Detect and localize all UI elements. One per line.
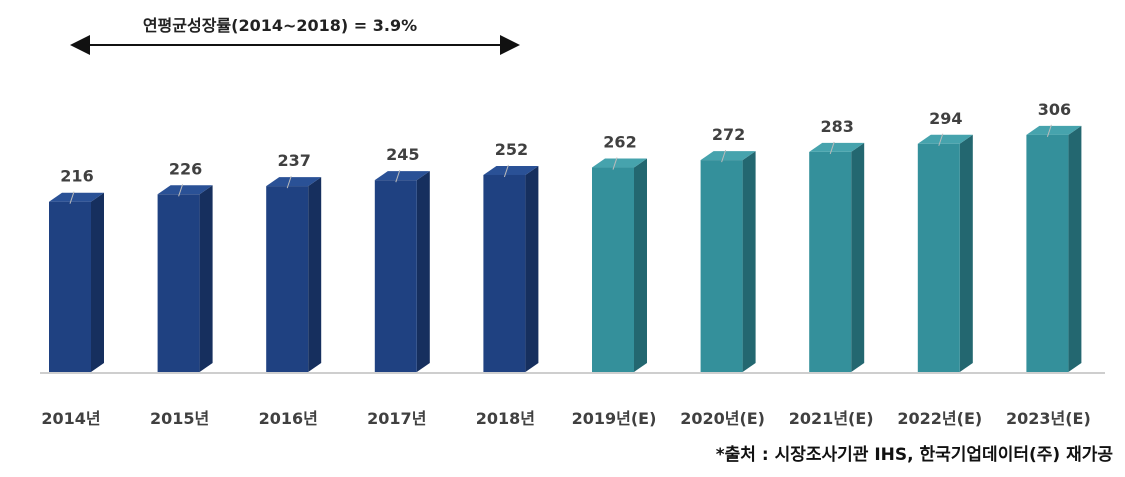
- bar-front: [592, 167, 634, 372]
- label-leader: [69, 191, 75, 204]
- bar-top: [266, 177, 322, 187]
- bar-front: [374, 180, 417, 372]
- label-leader: [1046, 124, 1052, 138]
- x-tick-label: 2015년: [150, 409, 209, 428]
- bar-value-label: 252: [495, 140, 528, 159]
- bar-value-label: 262: [603, 133, 636, 152]
- bar-2022년(E): 294: [917, 109, 973, 372]
- bar-side: [416, 171, 430, 372]
- x-tick-label: 2016년: [259, 409, 318, 428]
- bar-front: [49, 201, 91, 372]
- bar-front: [157, 194, 200, 372]
- bar-top: [483, 165, 539, 175]
- x-tick-label: 2022년(E): [897, 409, 982, 428]
- bar-2021년(E): 283: [809, 117, 865, 372]
- bar-side: [91, 192, 104, 372]
- bar-2017년: 245: [374, 145, 430, 372]
- x-tick-label: 2021년(E): [789, 409, 874, 428]
- bar-2015년: 226: [157, 159, 213, 372]
- bar-value-label: 306: [1038, 100, 1071, 119]
- bar-2018년: 252: [483, 140, 539, 372]
- bar-top: [49, 192, 104, 202]
- x-tick-label: 2018년: [476, 409, 535, 428]
- source-note: *출처 : 시장조사기관 IHS, 한국기업데이터(주) 재가공: [715, 445, 1113, 465]
- bar-top: [1026, 125, 1082, 135]
- bar-value-label: 245: [386, 145, 419, 164]
- x-tick-label: 2017년: [367, 409, 426, 428]
- bar-top: [157, 185, 213, 195]
- x-tick-label: 2014년: [41, 409, 100, 428]
- label-leader: [938, 133, 944, 146]
- bar-value-label: 226: [169, 159, 202, 178]
- bar-side: [851, 142, 865, 372]
- label-leader: [829, 141, 835, 155]
- bar-side: [959, 134, 973, 372]
- bar-value-label: 216: [60, 167, 93, 186]
- bar-side: [525, 165, 539, 372]
- x-tick-label: 2019년(E): [572, 409, 657, 428]
- bar-side: [308, 177, 322, 372]
- bar-top: [917, 134, 973, 144]
- bar-top: [592, 158, 647, 168]
- label-leader: [503, 164, 509, 178]
- bar-side: [742, 151, 756, 372]
- bar-front: [266, 186, 309, 372]
- bar-2023년(E): 306: [1026, 100, 1082, 372]
- bar-value-label: 272: [712, 125, 745, 144]
- label-leader: [286, 175, 292, 189]
- cagr-annotation: 연평균성장률(2014~2018) = 3.9%: [142, 16, 418, 35]
- bar-2019년(E): 262: [592, 133, 647, 372]
- x-axis-labels: 2014년 2015년 2016년 2017년 2018년 2019년(E) 2020년(E…: [41, 409, 1090, 428]
- x-tick-label: 2020년(E): [680, 409, 765, 428]
- bar-2020년(E): 272: [700, 125, 756, 372]
- label-leader: [395, 170, 401, 183]
- bar-front: [809, 151, 852, 372]
- bar-2016년: 237: [266, 151, 322, 372]
- bar-front: [483, 174, 526, 372]
- x-tick-label: 2023년(E): [1006, 409, 1091, 428]
- bar-side: [1068, 125, 1082, 372]
- bar-value-label: 294: [929, 109, 962, 128]
- bar-top: [374, 171, 430, 181]
- bar-value-label: 237: [277, 151, 310, 170]
- bar-side: [634, 158, 647, 372]
- bar-front: [917, 143, 960, 372]
- label-leader: [612, 157, 618, 170]
- bars-group: 216 226 237 245 252 262 272 283 294 306: [49, 100, 1082, 372]
- label-leader: [721, 149, 727, 163]
- bar-top: [700, 151, 756, 161]
- bar-front: [700, 160, 743, 372]
- bar-front: [1026, 134, 1069, 372]
- bar-side: [199, 185, 213, 372]
- bar-top: [809, 142, 865, 152]
- bar-value-label: 283: [820, 117, 853, 136]
- bar-2014년: 216: [49, 167, 104, 372]
- label-leader: [178, 184, 184, 197]
